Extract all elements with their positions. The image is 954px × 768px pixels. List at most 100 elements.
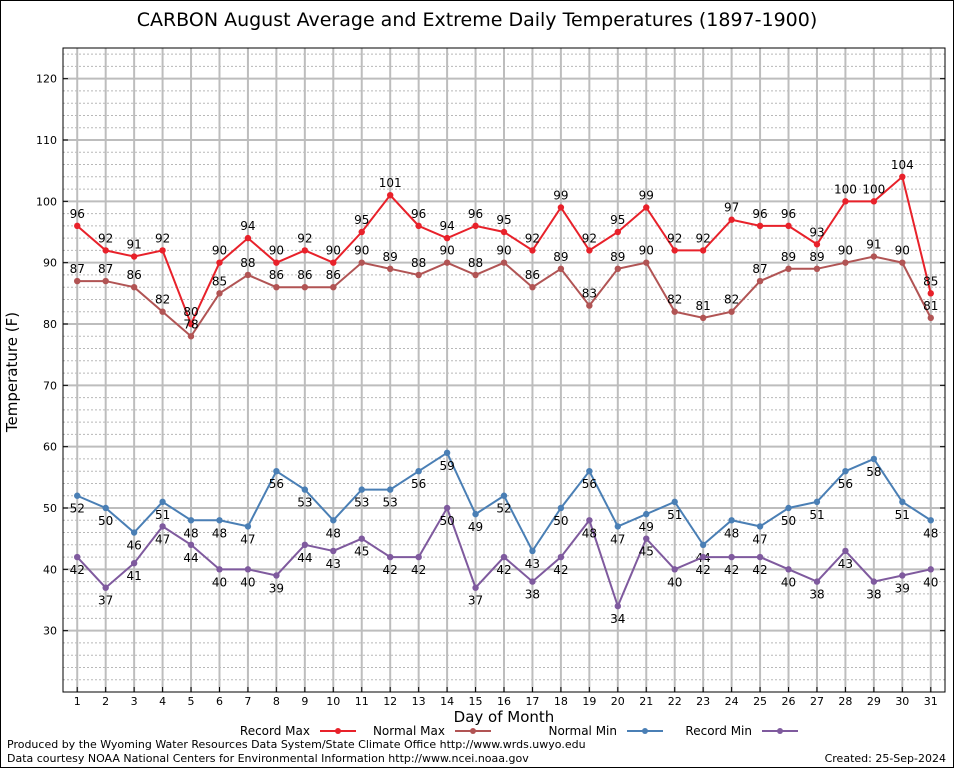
normal-min-data-label: 51: [809, 508, 824, 522]
normal-max-data-label: 83: [582, 287, 597, 301]
normal-min-point: [443, 449, 451, 456]
normal-min-data-label: 50: [553, 514, 568, 528]
record-max-data-label: 92: [667, 231, 682, 245]
record-max-data-label: 96: [752, 207, 767, 221]
record-max-point: [130, 253, 138, 260]
record-min-data-label: 50: [439, 514, 454, 528]
record-min-data-label: 40: [212, 575, 227, 589]
normal-max-point: [273, 284, 280, 291]
record-min-data-label: 44: [297, 551, 312, 565]
record-min-data-label: 45: [639, 545, 654, 559]
x-tick-label: 24: [725, 695, 739, 708]
normal-max-data-label: 82: [724, 293, 739, 307]
record-min-data-label: 34: [610, 612, 625, 626]
x-tick-label: 17: [525, 695, 539, 708]
normal-min-data-label: 56: [838, 477, 853, 491]
normal-min-data-label: 53: [354, 496, 369, 510]
record-max-point: [756, 222, 764, 230]
record-max-point: [74, 222, 81, 230]
normal-max-data-label: 88: [240, 256, 255, 270]
normal-min-data-label: 56: [582, 477, 597, 491]
normal-max-data-label: 78: [183, 317, 198, 331]
normal-min-data-label: 51: [895, 508, 910, 522]
y-tick-label: 30: [43, 625, 57, 638]
record-min-data-label: 42: [553, 563, 568, 577]
record-min-data-label: 40: [781, 575, 796, 589]
record-max-data-label: 104: [891, 158, 914, 172]
record-min-data-label: 43: [838, 557, 853, 571]
record-min-data-label: 37: [468, 594, 483, 608]
normal-max-point: [785, 265, 792, 272]
normal-min-data-label: 48: [212, 526, 227, 540]
record-min-point: [899, 572, 906, 579]
record-min-data-label: 48: [582, 526, 597, 540]
legend-label-normal-max: Normal Max: [373, 724, 445, 738]
record-min-point: [386, 553, 394, 561]
record-min-point: [785, 566, 792, 573]
record-max-point: [330, 259, 337, 266]
normal-min-data-label: 50: [781, 514, 796, 528]
record-max-data-label: 95: [496, 213, 511, 227]
y-tick-label: 40: [43, 563, 57, 576]
normal-min-data-label: 51: [667, 508, 682, 522]
normal-min-data-label: 47: [240, 532, 255, 546]
record-max-point: [813, 241, 821, 248]
record-max-data-label: 92: [582, 231, 597, 245]
normal-min-point: [472, 510, 479, 518]
x-tick-label: 1: [74, 695, 81, 708]
y-tick-label: 60: [43, 441, 57, 454]
normal-max-data-label: 90: [895, 244, 910, 258]
record-max-point: [443, 234, 451, 242]
legend-marker-record-min: [777, 728, 783, 734]
normal-min-point: [785, 504, 792, 512]
x-tick-label: 29: [867, 695, 881, 708]
record-max-point: [244, 234, 252, 242]
normal-max-point: [244, 271, 252, 279]
x-tick-label: 8: [273, 695, 280, 708]
normal-max-data-label: 90: [639, 244, 654, 258]
normal-max-point: [614, 265, 622, 272]
record-max-data-label: 93: [809, 225, 824, 239]
normal-max-point: [557, 265, 565, 272]
normal-min-data-label: 48: [923, 526, 938, 540]
normal-max-point: [728, 308, 735, 315]
normal-max-data-label: 89: [781, 250, 796, 264]
normal-min-point: [386, 486, 394, 493]
record-min-point: [244, 566, 252, 573]
created-date: Created: 25-Sep-2024: [824, 752, 946, 765]
normal-max-point: [643, 259, 650, 266]
record-min-point: [415, 553, 422, 561]
record-max-point: [614, 228, 622, 236]
normal-max-point: [187, 333, 195, 340]
record-min-point: [586, 517, 593, 524]
normal-max-data-label: 90: [354, 244, 369, 258]
normal-min-point: [301, 486, 309, 493]
record-min-data-label: 47: [155, 532, 170, 546]
chart-title: CARBON August Average and Extreme Daily …: [136, 9, 818, 31]
normal-min-data-label: 47: [610, 532, 625, 546]
record-max-point: [472, 222, 479, 230]
x-tick-label: 13: [412, 695, 426, 708]
record-min-data-label: 37: [98, 594, 113, 608]
record-min-point: [614, 602, 622, 610]
record-min-point: [187, 541, 195, 548]
x-tick-label: 28: [838, 695, 852, 708]
normal-max-data-label: 90: [439, 244, 454, 258]
normal-max-data-label: 90: [496, 244, 511, 258]
normal-min-point: [643, 510, 650, 518]
normal-max-point: [500, 259, 508, 266]
normal-max-point: [586, 302, 593, 309]
normal-max-data-label: 89: [610, 250, 625, 264]
normal-max-data-label: 88: [411, 256, 426, 270]
normal-max-point: [415, 271, 422, 279]
record-min-data-label: 44: [183, 551, 198, 565]
x-tick-label: 5: [188, 695, 195, 708]
y-tick-label: 100: [36, 195, 57, 208]
normal-min-data-label: 43: [525, 557, 540, 571]
record-max-data-label: 101: [379, 176, 402, 190]
normal-max-data-label: 89: [553, 250, 568, 264]
x-tick-label: 23: [696, 695, 710, 708]
normal-max-point: [74, 277, 81, 285]
normal-min-point: [557, 504, 565, 512]
record-max-point: [358, 228, 365, 236]
